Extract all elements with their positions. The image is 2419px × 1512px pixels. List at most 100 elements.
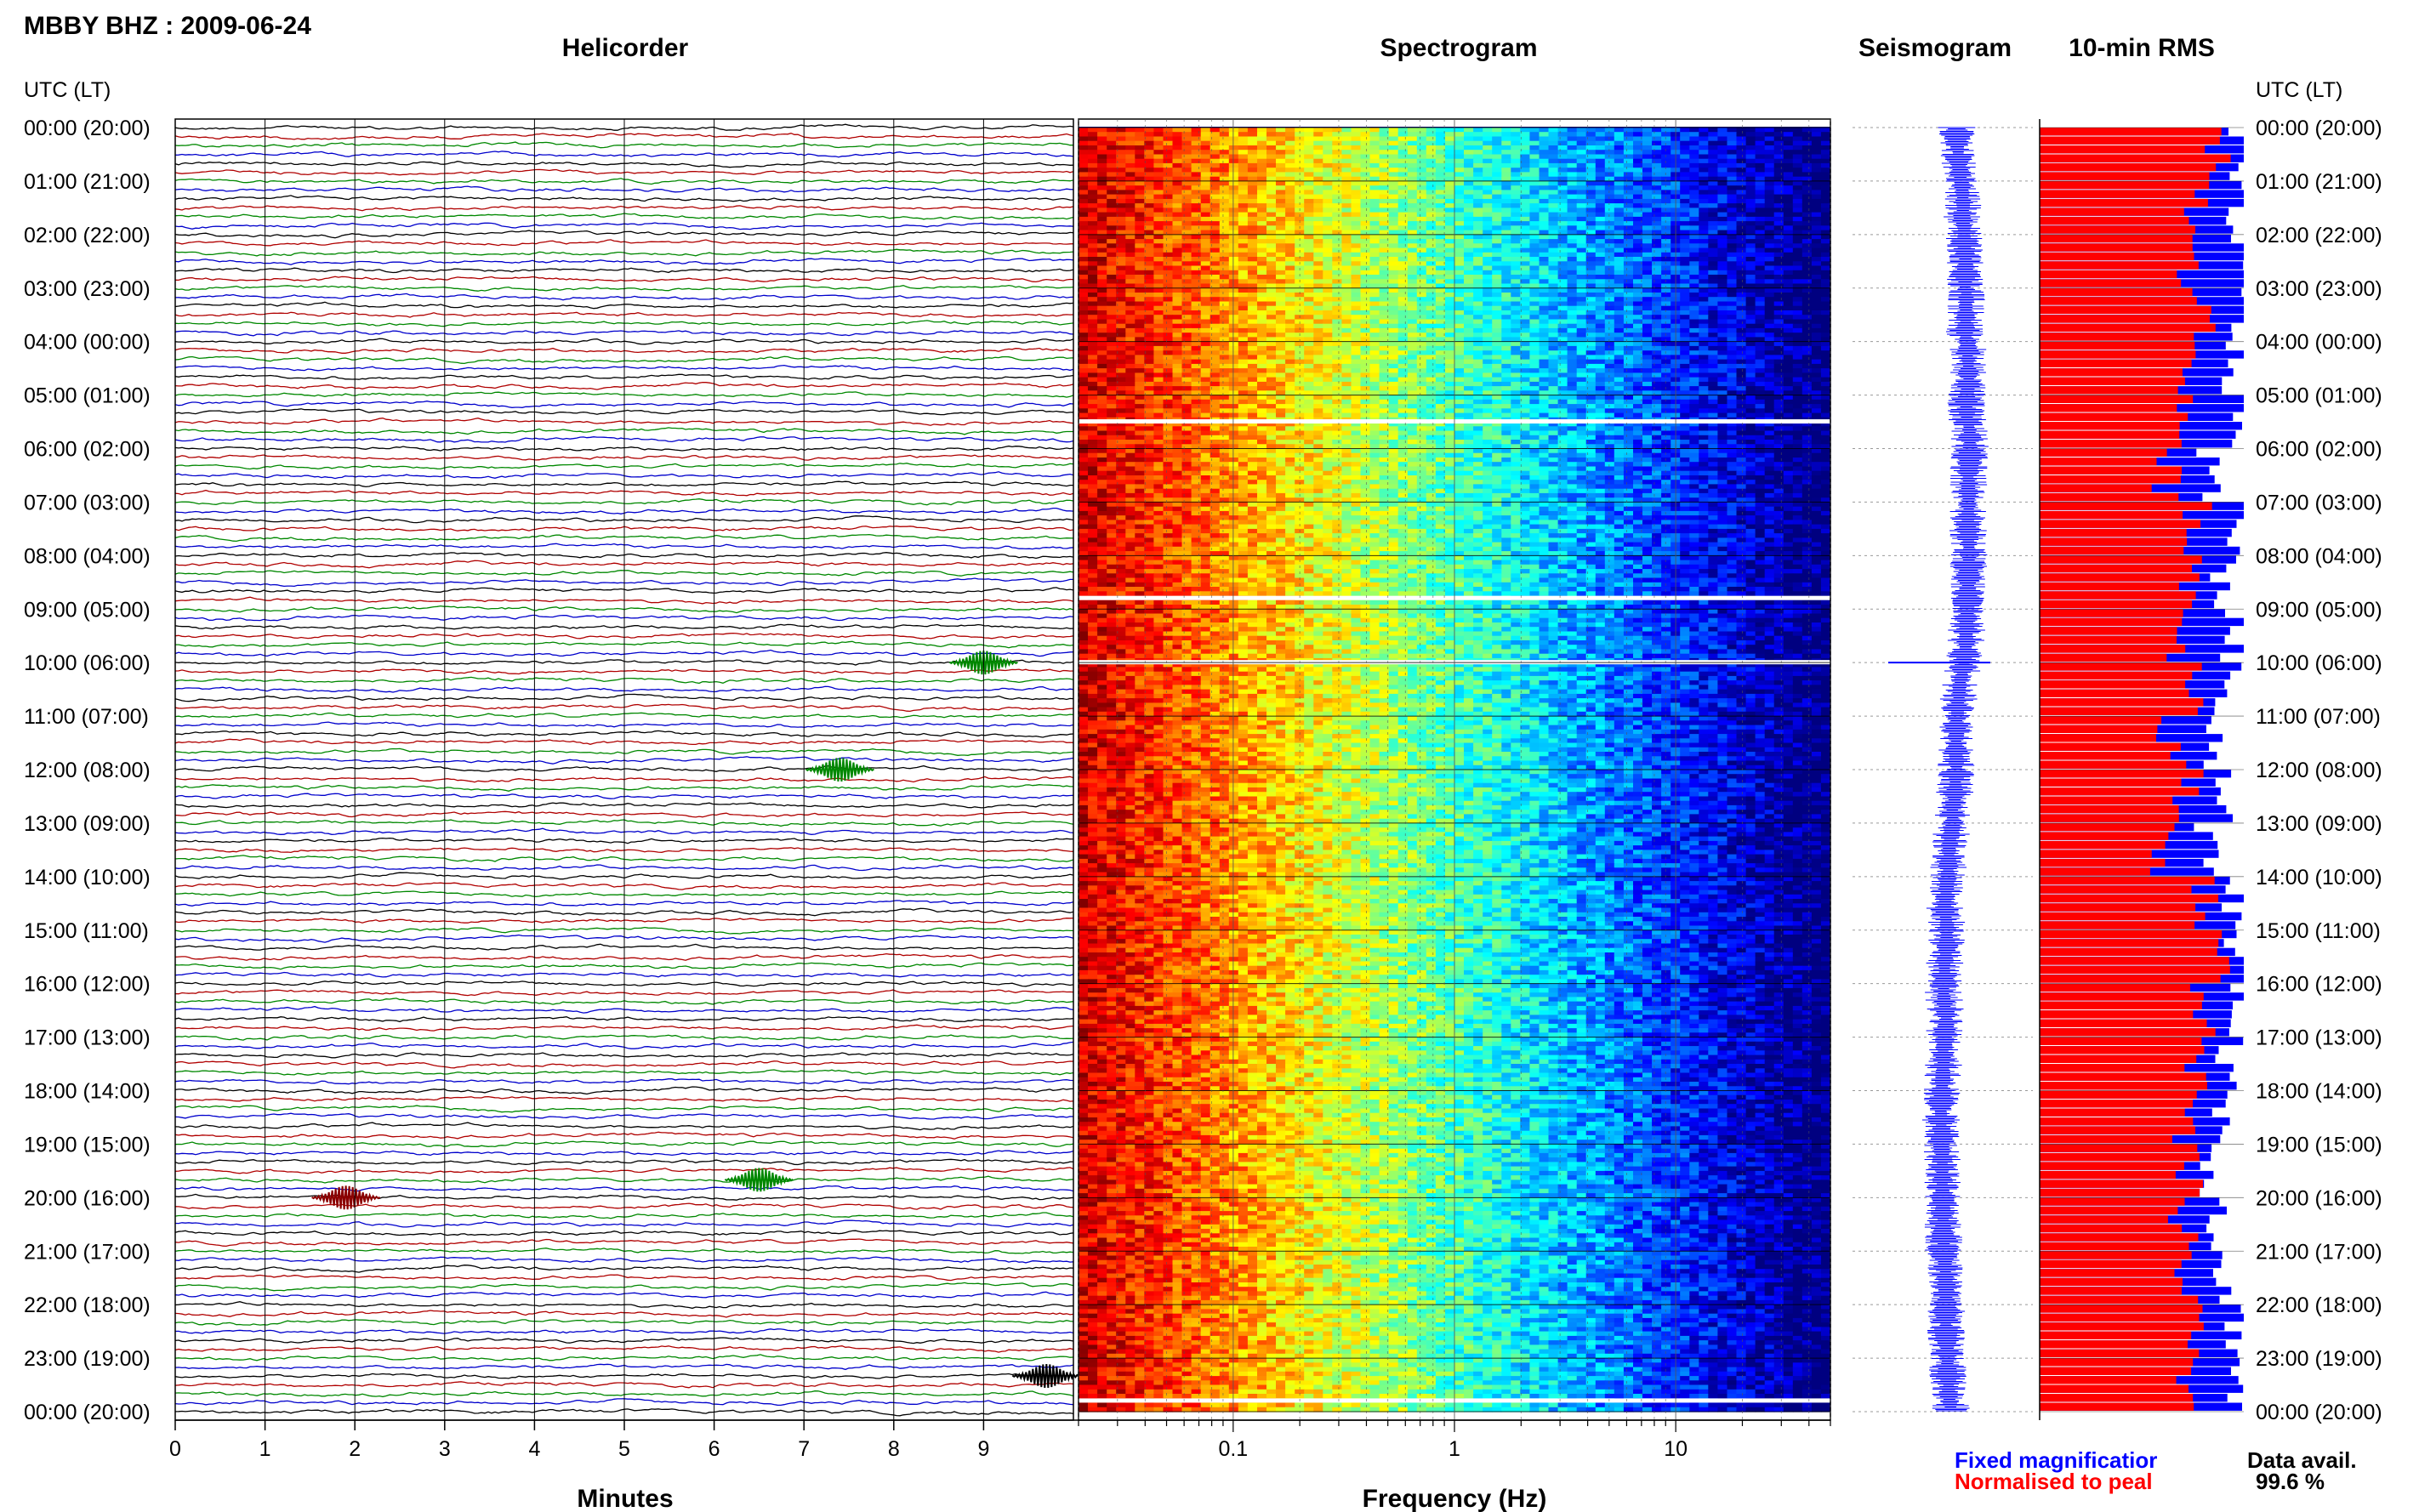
spectrogram-cell <box>1219 203 1230 208</box>
spectrogram-cell <box>1501 337 1511 343</box>
spectrogram-cell <box>1595 168 1606 173</box>
spectrogram-cell <box>1369 341 1380 347</box>
spectrogram-cell <box>1238 168 1249 173</box>
spectrogram-cell <box>1107 243 1117 249</box>
spectrogram-cell <box>1492 363 1502 369</box>
spectrogram-cell <box>1360 359 1371 365</box>
spectrogram-cell <box>1107 381 1117 387</box>
spectrogram-cell <box>1783 301 1794 307</box>
spectrogram-cell <box>1304 140 1314 146</box>
spectrogram-cell <box>1097 243 1107 249</box>
spectrogram-cell <box>1351 162 1362 168</box>
spectrogram-cell <box>1454 128 1465 133</box>
spectrogram-cell <box>1210 243 1221 249</box>
spectrogram-cell <box>1304 128 1314 133</box>
spectrogram-cell <box>1773 154 1784 160</box>
spectrogram-cell <box>1097 198 1107 204</box>
spectrogram-cell <box>1276 275 1286 280</box>
spectrogram-cell <box>1576 190 1587 196</box>
spectrogram-cell <box>1792 128 1803 133</box>
spectrogram-cell <box>1501 140 1511 146</box>
spectrogram-cell <box>1576 176 1587 182</box>
spectrogram-cell <box>1435 265 1446 271</box>
spectrogram-cell <box>1181 287 1192 293</box>
spectrogram-cell <box>1755 154 1766 160</box>
spectrogram-cell <box>1661 372 1671 378</box>
spectrogram-cell <box>1764 301 1775 307</box>
spectrogram-cell <box>1811 257 1822 262</box>
spectrogram-cell <box>1811 341 1822 347</box>
spectrogram-cell <box>1604 283 1615 289</box>
spectrogram-cell <box>1116 377 1126 383</box>
spectrogram-cell <box>1276 194 1286 200</box>
spectrogram-cell <box>1107 132 1117 137</box>
spectrogram-cell <box>1285 283 1295 289</box>
spectrogram-cell <box>1088 363 1098 369</box>
spectrogram-cell <box>1172 279 1183 285</box>
spectrogram-cell <box>1633 315 1643 320</box>
spectrogram-cell <box>1529 310 1540 315</box>
spectrogram-cell <box>1680 216 1690 222</box>
spectrogram-cell <box>1652 270 1662 276</box>
spectrogram-cell <box>1144 162 1154 168</box>
spectrogram-cell <box>1388 207 1399 213</box>
spectrogram-cell <box>1511 221 1521 226</box>
spectrogram-cell <box>1699 377 1709 383</box>
spectrogram-cell <box>1595 297 1606 302</box>
spectrogram-cell <box>1680 221 1690 226</box>
spectrogram-cell <box>1088 359 1098 365</box>
spectrogram-cell <box>1341 257 1352 262</box>
spectrogram-cell <box>1445 305 1455 311</box>
spectrogram-cell <box>1464 247 1474 253</box>
spectrogram-cell <box>1652 327 1662 333</box>
spectrogram-cell <box>1257 180 1267 186</box>
spectrogram-cell <box>1652 207 1662 213</box>
spectrogram-cell <box>1642 315 1653 320</box>
spectrogram-cell <box>1416 128 1427 133</box>
spectrogram-cell <box>1727 363 1738 369</box>
spectrogram-cell <box>1595 136 1606 142</box>
spectrogram-cell <box>1708 368 1718 373</box>
spectrogram-row <box>1079 194 1831 200</box>
spectrogram-cell <box>1323 194 1333 200</box>
spectrogram-cell <box>1257 221 1267 226</box>
spectrogram-cell <box>1097 225 1107 231</box>
spectrogram-cell <box>1172 386 1183 391</box>
spectrogram-cell <box>1379 207 1390 213</box>
spectrogram-cell <box>1407 345 1418 351</box>
spectrogram-cell <box>1397 297 1409 302</box>
spectrogram-cell <box>1727 158 1738 164</box>
spectrogram-cell <box>1407 230 1418 236</box>
spectrogram-cell <box>1407 283 1418 289</box>
spectrogram-cell <box>1483 323 1493 329</box>
spectrogram-cell <box>1689 150 1699 155</box>
spectrogram-cell <box>1435 203 1446 208</box>
spectrogram-cell <box>1745 275 1756 280</box>
spectrogram-cell <box>1773 372 1784 378</box>
spectrogram-cell <box>1144 283 1154 289</box>
spectrogram-cell <box>1295 128 1305 133</box>
spectrogram-cell <box>1285 305 1295 311</box>
spectrogram-cell <box>1426 212 1437 218</box>
spectrogram-cell <box>1416 190 1427 196</box>
spectrogram-cell <box>1595 212 1606 218</box>
spectrogram-cell <box>1811 162 1822 168</box>
spectrogram-cell <box>1313 176 1323 182</box>
spectrogram-cell <box>1276 132 1286 137</box>
spectrogram-cell <box>1736 207 1747 213</box>
spectrogram-cell <box>1614 319 1625 325</box>
spectrogram-cell <box>1388 154 1399 160</box>
spectrogram-cell <box>1511 136 1521 142</box>
spectrogram-cell <box>1238 247 1249 253</box>
spectrogram-cell <box>1379 198 1390 204</box>
spectrogram-cell <box>1811 207 1822 213</box>
spectrogram-cell <box>1426 310 1437 315</box>
spectrogram-cell <box>1304 341 1314 347</box>
spectrogram-cell <box>1247 221 1258 226</box>
spectrogram-cell <box>1210 190 1221 196</box>
spectrogram-cell <box>1097 327 1107 333</box>
spectrogram-cell <box>1228 176 1239 182</box>
spectrogram-cell <box>1576 310 1587 315</box>
spectrogram-cell <box>1473 279 1483 285</box>
spectrogram-cell <box>1820 216 1831 222</box>
